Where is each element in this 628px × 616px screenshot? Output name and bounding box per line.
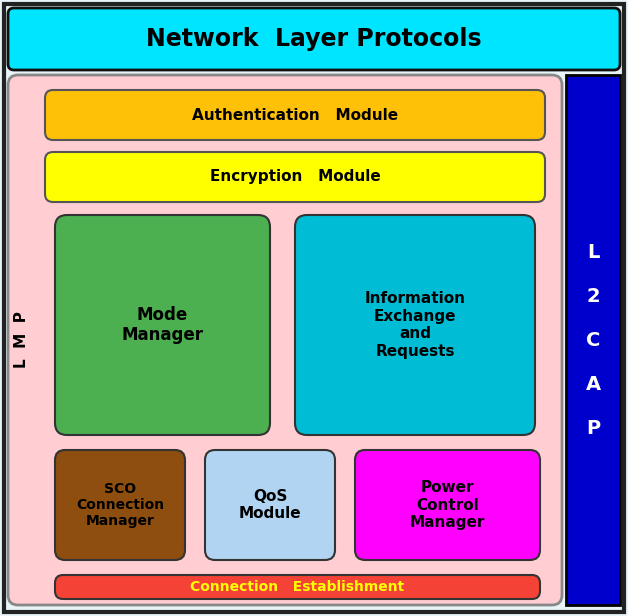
Text: Mode
Manager: Mode Manager [121,306,203,344]
Text: SCO
Connection
Manager: SCO Connection Manager [76,482,164,528]
FancyBboxPatch shape [8,8,620,70]
FancyBboxPatch shape [45,90,545,140]
Text: L

2

C

A

P: L 2 C A P [585,243,600,437]
Text: Information
Exchange
and
Requests: Information Exchange and Requests [364,291,465,359]
FancyBboxPatch shape [295,215,535,435]
FancyBboxPatch shape [55,450,185,560]
Text: Encryption   Module: Encryption Module [210,169,381,185]
Text: L  M  P: L M P [14,312,30,368]
FancyBboxPatch shape [355,450,540,560]
FancyBboxPatch shape [8,75,562,605]
Text: Authentication   Module: Authentication Module [192,108,398,123]
Text: Connection   Establishment: Connection Establishment [190,580,404,594]
Bar [566,75,620,605]
FancyBboxPatch shape [45,152,545,202]
Text: Network  Layer Protocols: Network Layer Protocols [146,27,482,51]
FancyBboxPatch shape [55,575,540,599]
Text: QoS
Module: QoS Module [239,489,301,521]
FancyBboxPatch shape [205,450,335,560]
FancyBboxPatch shape [55,215,270,435]
Text: Power
Control
Manager: Power Control Manager [410,480,485,530]
